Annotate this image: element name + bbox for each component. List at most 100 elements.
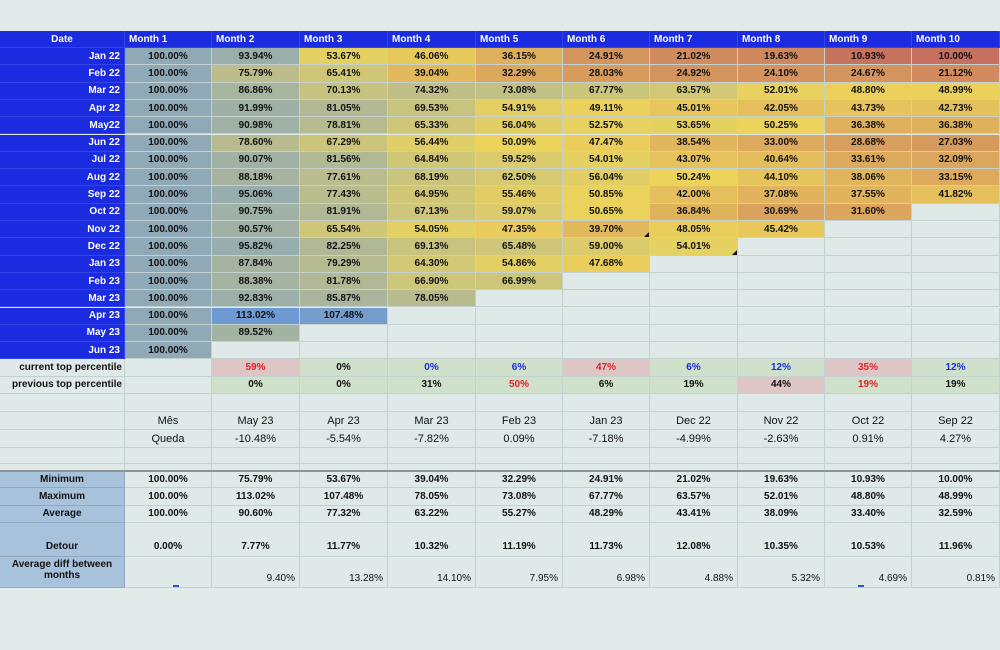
retention-cell[interactable]: 42.00% xyxy=(650,186,738,204)
retention-cell[interactable]: 100.00% xyxy=(125,307,212,325)
drop-value-cell[interactable]: -5.54% xyxy=(300,430,388,448)
retention-cell[interactable]: 65.33% xyxy=(388,117,476,135)
current-percentile-cell[interactable]: 0% xyxy=(388,359,476,377)
empty-cell[interactable] xyxy=(912,203,1000,221)
retention-cell[interactable]: 90.07% xyxy=(212,151,300,170)
retention-cell[interactable]: 100.00% xyxy=(125,169,212,187)
retention-cell[interactable]: 86.86% xyxy=(212,82,300,100)
empty-cell[interactable] xyxy=(912,324,1000,343)
empty-cell[interactable] xyxy=(650,394,738,412)
retention-cell[interactable]: 56.04% xyxy=(476,117,563,135)
empty-cell[interactable] xyxy=(825,238,912,256)
retention-cell[interactable]: 24.91% xyxy=(563,48,650,66)
retention-cell[interactable]: 47.68% xyxy=(563,255,650,273)
retention-cell[interactable]: 77.61% xyxy=(300,169,388,187)
retention-cell[interactable]: 90.75% xyxy=(212,203,300,221)
maximum-cell[interactable]: 100.00% xyxy=(125,488,212,506)
average-cell[interactable]: 33.40% xyxy=(825,505,912,523)
detour-cell[interactable]: 10.35% xyxy=(738,522,825,557)
detour-cell[interactable]: 7.77% xyxy=(212,522,300,557)
retention-cell[interactable]: 56.44% xyxy=(388,134,476,152)
empty-cell[interactable] xyxy=(0,394,125,412)
empty-cell[interactable] xyxy=(563,342,650,360)
drop-value-cell[interactable]: -4.99% xyxy=(650,430,738,448)
retention-cell[interactable]: 54.01% xyxy=(650,238,738,256)
detour-cell[interactable]: 10.53% xyxy=(825,522,912,557)
retention-cell[interactable]: 36.38% xyxy=(912,117,1000,135)
retention-cell[interactable]: 64.84% xyxy=(388,151,476,170)
retention-cell[interactable]: 88.18% xyxy=(212,169,300,187)
retention-cell[interactable]: 65.41% xyxy=(300,65,388,83)
drop-month-cell[interactable]: Nov 22 xyxy=(738,412,825,430)
retention-cell[interactable]: 24.10% xyxy=(738,65,825,83)
empty-cell[interactable] xyxy=(476,394,563,412)
current-percentile-cell[interactable]: 12% xyxy=(738,359,825,377)
empty-cell[interactable] xyxy=(825,307,912,325)
minimum-cell[interactable]: 53.67% xyxy=(300,471,388,489)
retention-cell[interactable]: 100.00% xyxy=(125,324,212,343)
retention-cell[interactable]: 40.64% xyxy=(738,151,825,170)
previous-percentile-cell[interactable]: 19% xyxy=(912,376,1000,394)
retention-cell[interactable]: 38.54% xyxy=(650,134,738,152)
detour-cell[interactable]: 11.73% xyxy=(563,522,650,557)
retention-cell[interactable]: 50.85% xyxy=(563,186,650,204)
retention-cell[interactable]: 69.13% xyxy=(388,238,476,256)
retention-cell[interactable]: 100.00% xyxy=(125,221,212,239)
retention-cell[interactable]: 47.47% xyxy=(563,134,650,152)
retention-cell[interactable]: 49.11% xyxy=(563,99,650,118)
drop-value-cell[interactable]: -7.18% xyxy=(563,430,650,448)
average-cell[interactable]: 90.60% xyxy=(212,505,300,523)
maximum-cell[interactable]: 48.99% xyxy=(912,488,1000,506)
retention-cell[interactable]: 44.10% xyxy=(738,169,825,187)
empty-cell[interactable] xyxy=(563,272,650,291)
maximum-cell[interactable]: 107.48% xyxy=(300,488,388,506)
retention-cell[interactable]: 100.00% xyxy=(125,272,212,291)
empty-cell[interactable] xyxy=(738,394,825,412)
empty-cell[interactable] xyxy=(388,394,476,412)
retention-cell[interactable]: 89.52% xyxy=(212,324,300,343)
empty-cell[interactable] xyxy=(825,272,912,291)
retention-cell[interactable]: 43.07% xyxy=(650,151,738,170)
previous-percentile-cell[interactable]: 19% xyxy=(825,376,912,394)
retention-cell[interactable]: 93.94% xyxy=(212,48,300,66)
empty-cell[interactable] xyxy=(650,307,738,325)
retention-cell[interactable]: 55.46% xyxy=(476,186,563,204)
retention-cell[interactable]: 24.92% xyxy=(650,65,738,83)
drop-month-cell[interactable]: Oct 22 xyxy=(825,412,912,430)
drop-value-cell[interactable]: 4.27% xyxy=(912,430,1000,448)
empty-cell[interactable] xyxy=(825,342,912,360)
previous-percentile-cell[interactable]: 0% xyxy=(212,376,300,394)
retention-cell[interactable]: 100.00% xyxy=(125,255,212,273)
avg-diff-cell[interactable]: 4.69% xyxy=(825,557,912,588)
retention-cell[interactable]: 54.05% xyxy=(388,221,476,239)
maximum-cell[interactable]: 48.80% xyxy=(825,488,912,506)
avg-diff-cell[interactable]: 0.81% xyxy=(912,557,1000,588)
minimum-cell[interactable]: 21.02% xyxy=(650,471,738,489)
previous-percentile-cell[interactable]: 31% xyxy=(388,376,476,394)
drop-month-cell[interactable]: Dec 22 xyxy=(650,412,738,430)
retention-cell[interactable]: 41.82% xyxy=(912,186,1000,204)
retention-cell[interactable]: 48.05% xyxy=(650,221,738,239)
empty-cell[interactable] xyxy=(738,324,825,343)
empty-cell[interactable] xyxy=(125,359,212,377)
empty-cell[interactable] xyxy=(738,342,825,360)
empty-cell[interactable] xyxy=(912,394,1000,412)
retention-cell[interactable]: 67.13% xyxy=(388,203,476,221)
previous-percentile-cell[interactable]: 44% xyxy=(738,376,825,394)
retention-cell[interactable]: 39.70% xyxy=(563,221,650,239)
empty-cell[interactable] xyxy=(300,448,388,464)
retention-cell[interactable]: 50.25% xyxy=(738,117,825,135)
retention-cell[interactable]: 88.38% xyxy=(212,272,300,291)
empty-cell[interactable] xyxy=(738,307,825,325)
empty-cell[interactable] xyxy=(912,255,1000,273)
empty-cell[interactable] xyxy=(388,307,476,325)
retention-cell[interactable]: 33.15% xyxy=(912,169,1000,187)
empty-cell[interactable] xyxy=(563,290,650,308)
empty-cell[interactable] xyxy=(0,430,125,448)
retention-cell[interactable]: 100.00% xyxy=(125,186,212,204)
retention-cell[interactable]: 81.78% xyxy=(300,272,388,291)
maximum-cell[interactable]: 73.08% xyxy=(476,488,563,506)
avg-diff-cell[interactable]: 7.95% xyxy=(476,557,563,588)
retention-cell[interactable]: 100.00% xyxy=(125,48,212,66)
retention-cell[interactable]: 33.00% xyxy=(738,134,825,152)
